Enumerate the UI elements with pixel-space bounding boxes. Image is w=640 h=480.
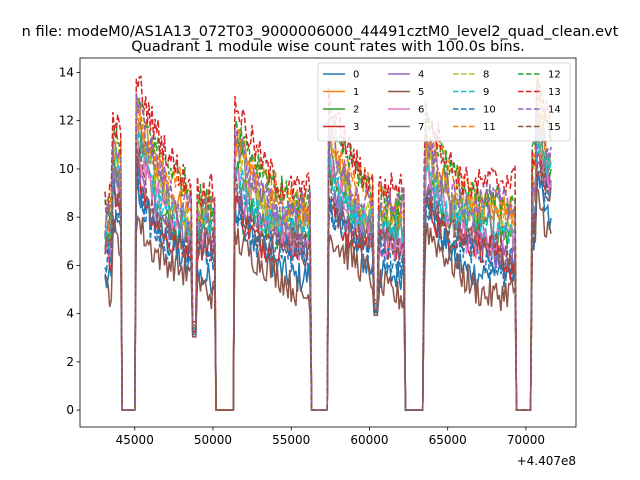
- x-tick-label: 70000: [507, 433, 545, 447]
- x-tick-label: 65000: [429, 433, 467, 447]
- chart-title: Quadrant 1 module wise count rates with …: [131, 39, 525, 55]
- legend-label-10: 10: [483, 105, 496, 116]
- series-line-15: [104, 142, 552, 411]
- y-tick-label: 10: [59, 162, 74, 176]
- y-tick-label: 6: [66, 258, 74, 272]
- y-tick-label: 12: [59, 114, 74, 128]
- x-tick-label: 55000: [272, 433, 310, 447]
- series-line-9: [104, 129, 552, 411]
- plot-frame: [79, 57, 577, 428]
- legend-label-1: 1: [353, 87, 359, 98]
- legend-label-11: 11: [483, 122, 496, 133]
- legend-label-13: 13: [548, 87, 561, 98]
- x-tick-label: 60000: [350, 433, 388, 447]
- y-tick-label: 0: [66, 403, 74, 417]
- axis-layer: 45000 50000 55000 60000 65000 700000246810121…: [59, 65, 545, 447]
- x-tick-label: 50000: [194, 433, 232, 447]
- figure-suptitle: n file: modeM0/AS1A13_072T03_9000006000_…: [22, 24, 619, 40]
- legend-label-3: 3: [353, 122, 359, 133]
- legend-label-7: 7: [418, 122, 424, 133]
- y-tick-label: 4: [66, 307, 74, 321]
- legend-label-8: 8: [483, 70, 489, 81]
- x-tick-label: 45000: [116, 433, 154, 447]
- legend-label-4: 4: [418, 70, 424, 81]
- legend-label-12: 12: [548, 70, 561, 81]
- x-offset-label: +4.407e8: [517, 454, 576, 468]
- y-tick-label: 8: [66, 210, 74, 224]
- legend-box: [317, 62, 571, 142]
- legend-label-15: 15: [548, 122, 561, 133]
- legend-label-6: 6: [418, 105, 424, 116]
- y-tick-label: 2: [66, 355, 74, 369]
- series-layer: [104, 74, 552, 411]
- legend-label-14: 14: [548, 105, 561, 116]
- legend-label-9: 9: [483, 87, 489, 98]
- legend-label-5: 5: [418, 87, 424, 98]
- legend-label-2: 2: [353, 105, 359, 116]
- legend-label-0: 0: [353, 70, 359, 81]
- y-tick-label: 14: [59, 65, 74, 79]
